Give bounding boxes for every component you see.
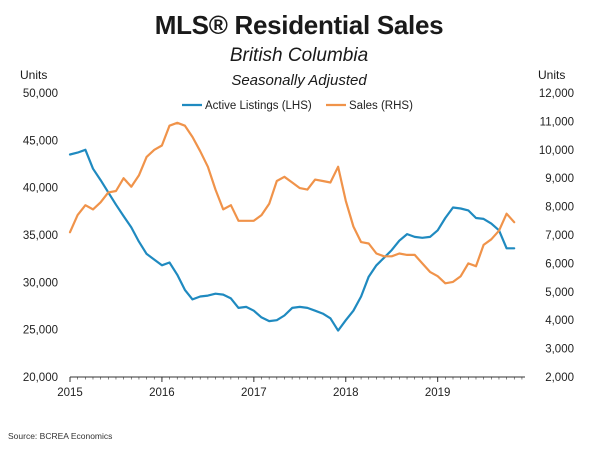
x-tick-label: 2019 — [425, 387, 451, 399]
legend-sales-label: Sales (RHS) — [349, 100, 413, 112]
right-y-tick-label: 8,000 — [545, 202, 574, 214]
right-y-tick-label: 7,000 — [545, 230, 574, 242]
chart-subtitle-adjustment: Seasonally Adjusted — [231, 72, 367, 89]
right-y-tick-label: 2,000 — [545, 372, 574, 384]
right-y-tick-label: 5,000 — [545, 287, 574, 299]
right-y-tick-label: 11,000 — [540, 116, 574, 128]
x-tick-label: 2018 — [333, 387, 359, 399]
series-group — [68, 121, 516, 332]
right-y-tick-label: 10,000 — [539, 145, 574, 157]
legend-active-label: Active Listings (LHS) — [205, 100, 312, 112]
left-axis-label: Units — [20, 68, 48, 82]
chart-title: MLS® Residential Sales — [154, 10, 444, 40]
right-axis-label: Units — [538, 68, 566, 82]
x-tick-label: 2015 — [57, 387, 83, 399]
left-y-tick-label: 50,000 — [23, 88, 58, 100]
legend: Active Listings (LHS) Sales (RHS) — [182, 100, 413, 112]
right-y-tick-label: 6,000 — [545, 258, 574, 270]
x-tick-label: 2017 — [241, 387, 267, 399]
x-tick-label: 2016 — [149, 387, 175, 399]
chart-subtitle: British Columbia — [229, 45, 369, 66]
right-y-tick-label: 9,000 — [545, 173, 574, 185]
sales-line — [68, 121, 516, 285]
axes-group: 2015 2016 2017 2018 2019 20,000 25,000 30,000 35… — [23, 88, 574, 399]
left-y-tick-label: 45,000 — [23, 135, 58, 147]
right-y-tick-label: 12,000 — [539, 88, 574, 100]
left-y-tick-label: 30,000 — [23, 277, 58, 289]
left-y-tick-label: 35,000 — [23, 230, 58, 242]
right-y-tick-label: 4,000 — [545, 315, 574, 327]
left-y-tick-label: 25,000 — [23, 325, 58, 337]
source-note: Source: BCREA Economics — [8, 431, 113, 441]
right-y-tick-label: 3,000 — [545, 344, 574, 356]
left-y-tick-label: 40,000 — [23, 183, 58, 195]
left-y-tick-label: 20,000 — [23, 372, 58, 384]
